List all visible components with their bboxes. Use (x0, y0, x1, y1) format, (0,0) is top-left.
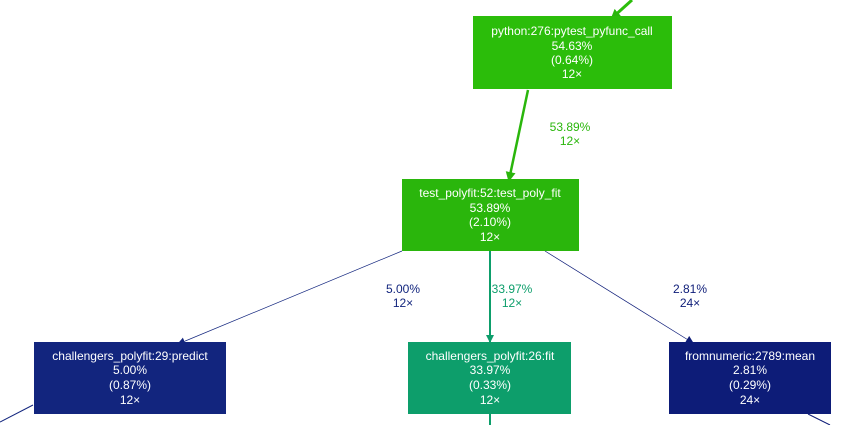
node-fit[interactable]: challengers_polyfit:26:fit 33.97% (0.33%… (408, 342, 571, 414)
node-call-count: 24× (740, 393, 760, 407)
edge-testpolyfit-to-predict: 5.00% 12× (177, 250, 420, 346)
edge-calls-label: 24× (680, 296, 700, 310)
outgoing-edge-predict (0, 404, 34, 423)
node-call-count: 12× (480, 393, 500, 407)
edge-testpolyfit-to-fit: 33.97% 12× (486, 251, 533, 343)
edge-calls-label: 12× (502, 296, 522, 310)
node-test-poly-fit[interactable]: test_polyfit:52:test_poly_fit 53.89% (2.… (402, 179, 579, 251)
node-mean[interactable]: fromnumeric:2789:mean 2.81% (0.29%) 24× (669, 342, 831, 414)
node-self-percent: (2.10%) (469, 215, 511, 229)
edge-pyfunc-to-testpolyfit: 53.89% 12× (505, 89, 591, 182)
edge-percent-label: 2.81% (673, 282, 707, 296)
edge-percent-label: 33.97% (492, 282, 533, 296)
edge-calls-label: 12× (393, 296, 413, 310)
node-total-percent: 2.81% (733, 363, 767, 377)
node-self-percent: (0.64%) (551, 53, 593, 67)
node-total-percent: 5.00% (113, 363, 147, 377)
outgoing-edge-mean (807, 413, 831, 425)
node-function-name: challengers_polyfit:26:fit (426, 349, 555, 363)
node-self-percent: (0.29%) (729, 378, 771, 392)
node-pytest-pyfunc-call[interactable]: python:276:pytest_pyfunc_call 54.63% (0.… (473, 16, 672, 89)
edge-calls-label: 12× (560, 134, 580, 148)
node-function-name: challengers_polyfit:29:predict (52, 349, 208, 363)
node-self-percent: (0.33%) (469, 378, 511, 392)
edge-percent-label: 53.89% (550, 120, 591, 134)
incoming-edge (610, 0, 634, 20)
node-box (473, 16, 672, 89)
node-call-count: 12× (562, 67, 582, 81)
node-self-percent: (0.87%) (109, 378, 151, 392)
node-function-name: test_polyfit:52:test_poly_fit (419, 186, 561, 200)
node-box (669, 342, 831, 414)
node-box (34, 342, 226, 414)
node-total-percent: 33.97% (470, 363, 511, 377)
node-function-name: fromnumeric:2789:mean (685, 349, 815, 363)
node-call-count: 12× (480, 230, 500, 244)
node-total-percent: 54.63% (552, 39, 593, 53)
node-function-name: python:276:pytest_pyfunc_call (491, 24, 652, 38)
node-call-count: 12× (120, 393, 140, 407)
node-box (402, 179, 579, 251)
edge-percent-label: 5.00% (386, 282, 420, 296)
edge-testpolyfit-to-mean: 2.81% 24× (544, 250, 707, 344)
node-total-percent: 53.89% (470, 201, 511, 215)
node-predict[interactable]: challengers_polyfit:29:predict 5.00% (0.… (34, 342, 226, 414)
node-box (408, 342, 571, 414)
